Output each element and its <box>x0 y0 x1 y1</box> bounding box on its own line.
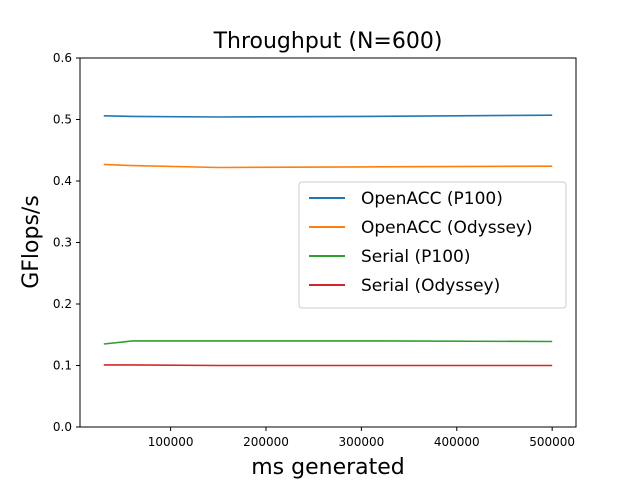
legend-label-2: OpenACC (Odyssey) <box>361 218 533 238</box>
x-tick-label: 100000 <box>148 435 194 449</box>
legend-box <box>298 181 567 309</box>
y-axis-ticks: 0.0 0.1 0.2 0.3 0.4 0.5 0.6 <box>53 51 80 434</box>
series-line-1 <box>103 114 553 118</box>
y-axis-label: GFlops/s <box>19 195 44 289</box>
legend-label-1: OpenACC (P100) <box>361 189 503 209</box>
x-tick-label: 200000 <box>243 435 289 449</box>
series-layer <box>103 114 553 367</box>
series-line-4 <box>103 364 553 367</box>
y-tick-label: 0.4 <box>53 174 72 188</box>
legend: OpenACC (P100) OpenACC (Odyssey) Serial (P… <box>298 181 567 309</box>
x-axis-label: ms generated <box>251 455 405 480</box>
x-tick-label: 500000 <box>529 435 575 449</box>
y-tick-label: 0.2 <box>53 297 72 311</box>
y-tick-label: 0.6 <box>53 51 72 65</box>
y-tick-label: 0.1 <box>53 359 72 373</box>
y-tick-label: 0.0 <box>53 420 72 434</box>
series-line-2 <box>103 163 553 169</box>
y-tick-label: 0.3 <box>53 236 72 250</box>
x-axis-ticks: 100000 200000 300000 400000 500000 <box>148 427 575 449</box>
y-tick-label: 0.5 <box>53 113 72 127</box>
chart-title: Throughput (N=600) <box>213 29 443 54</box>
x-tick-label: 400000 <box>434 435 480 449</box>
x-tick-label: 300000 <box>338 435 384 449</box>
series-line-3 <box>103 340 553 345</box>
legend-label-3: Serial (P100) <box>361 247 470 267</box>
legend-label-4: Serial (Odyssey) <box>361 276 500 296</box>
